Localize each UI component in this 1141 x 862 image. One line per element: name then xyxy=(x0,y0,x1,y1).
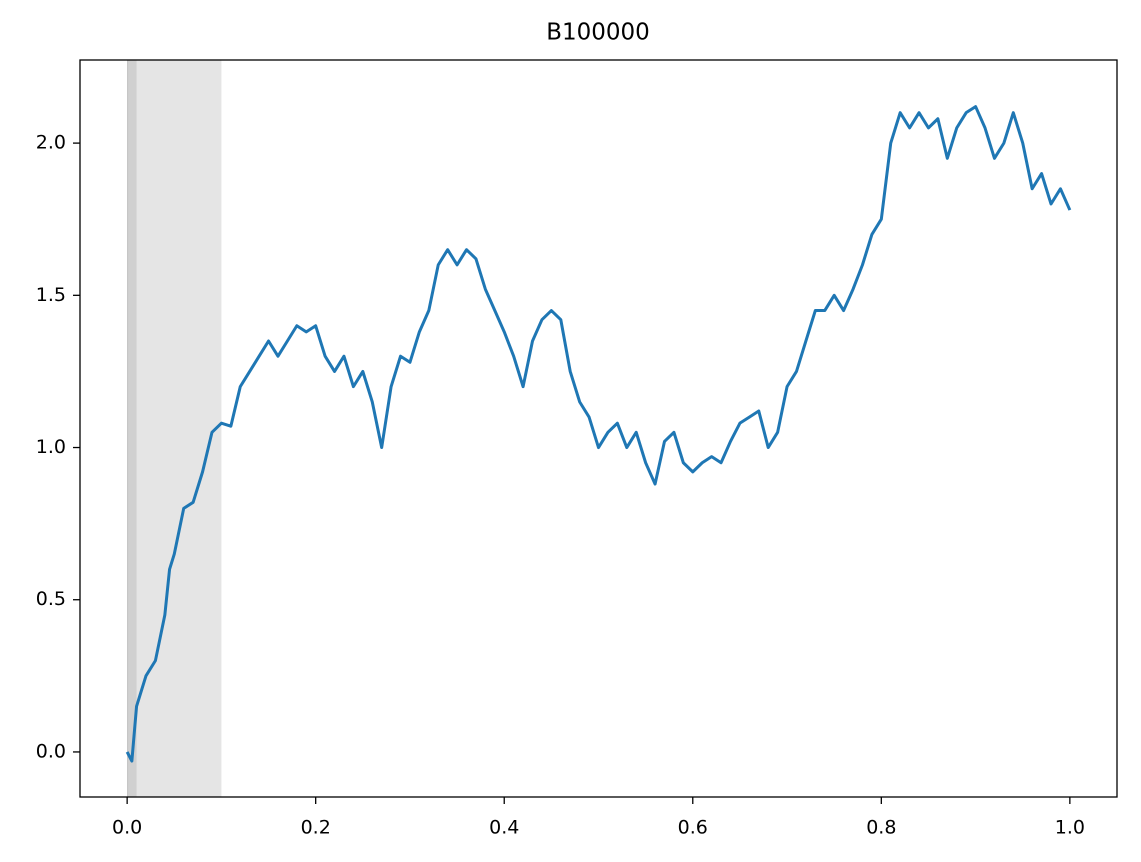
span xyxy=(127,60,129,797)
x-tick-label: 0.0 xyxy=(112,817,142,839)
y-tick-label: 0.5 xyxy=(36,588,66,610)
x-tick-label: 0.4 xyxy=(489,817,519,839)
x-tick-label: 1.0 xyxy=(1055,817,1085,839)
plot-frame xyxy=(79,59,1118,798)
x-tick-label: 0.2 xyxy=(301,817,331,839)
y-tick-label: 1.0 xyxy=(36,436,66,458)
chart-title: B100000 xyxy=(546,20,650,46)
y-tick-label: 2.0 xyxy=(36,132,66,154)
x-tick-label: 0.8 xyxy=(866,817,896,839)
y-tick-label: 0.0 xyxy=(36,740,66,762)
x-tick-label: 0.6 xyxy=(678,817,708,839)
span xyxy=(127,60,137,797)
y-tick-label: 1.5 xyxy=(36,284,66,306)
data-line xyxy=(125,105,1072,763)
span xyxy=(127,60,222,797)
